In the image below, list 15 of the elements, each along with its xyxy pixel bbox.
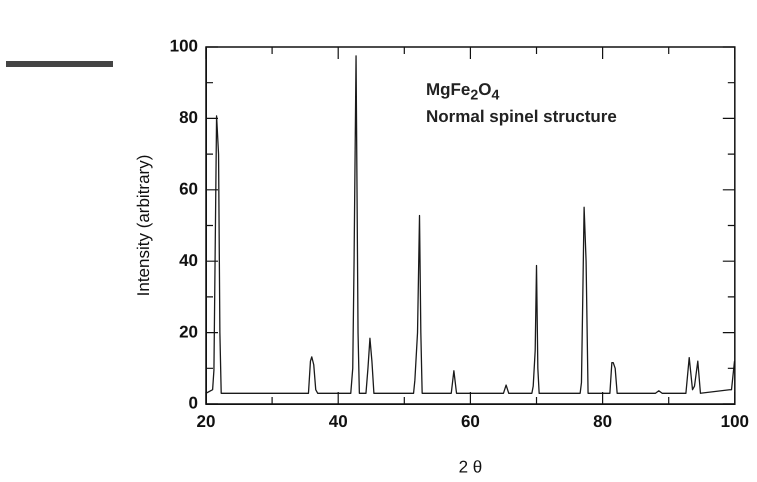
y-tick-label: 20 xyxy=(179,322,198,342)
x-tick-label: 40 xyxy=(328,412,348,431)
x-tick-label: 100 xyxy=(720,412,750,431)
x-axis-title: 2 θ xyxy=(458,457,482,476)
x-tick-label: 80 xyxy=(593,412,612,431)
y-tick-label: 80 xyxy=(179,108,198,128)
annotation: MgFe$_{2}$O$_{4}$ xyxy=(426,80,500,104)
y-tick-label: 0 xyxy=(188,394,198,413)
x-tick-label: 20 xyxy=(196,412,216,431)
y-tick-label: 100 xyxy=(170,36,198,56)
annotation: Normal spinel structure xyxy=(426,107,617,127)
y-tick-label: 40 xyxy=(179,250,198,270)
y-axis-title: Intensity (arbitrary) xyxy=(134,154,153,296)
x-tick-label: 60 xyxy=(460,412,480,431)
y-tick-label: 60 xyxy=(179,179,198,198)
